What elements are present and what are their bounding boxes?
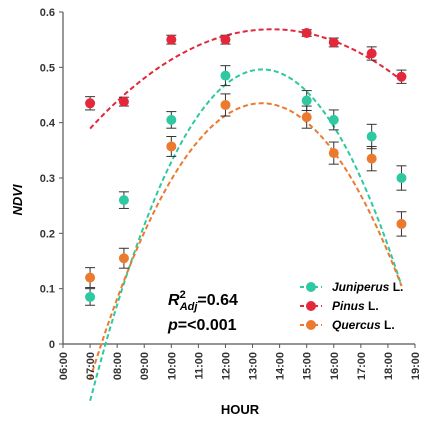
r2-subscript: Adj (179, 301, 199, 313)
x-tick-label: 09:00 (139, 352, 151, 380)
y-tick-label: 0.6 (40, 7, 55, 19)
legend-juniperus-marker (306, 282, 316, 292)
legend-quercus-genus: Quercus (332, 318, 381, 332)
y-tick-label: 0.5 (40, 62, 55, 74)
x-tick-label: 11:00 (193, 352, 205, 380)
data-points (85, 28, 407, 306)
x-tick-label: 18:00 (383, 352, 395, 380)
y-tick-label: 0.4 (40, 118, 56, 130)
r2-superscript: 2 (180, 289, 186, 301)
trend-curves (89, 28, 403, 402)
y-tick-label: 0.2 (40, 228, 55, 240)
legend-pinus-genus: Pinus (332, 299, 365, 313)
legend-quercus-label: Quercus L. (332, 318, 395, 332)
r2-symbol: R (168, 292, 180, 309)
pinus-data-point (366, 48, 377, 59)
juniperus-trend-line (89, 68, 403, 402)
p-value: =<0.001 (178, 317, 237, 334)
x-tick-label: 10:00 (166, 352, 178, 380)
juniperus-data-point (166, 114, 177, 125)
x-tick-label: 14:00 (275, 352, 287, 380)
x-tick-label: 07:00 (85, 352, 97, 380)
y-tick-label: 0.3 (40, 173, 55, 185)
x-tick-label: 16:00 (329, 352, 341, 380)
axes (59, 11, 416, 348)
legend-pinus-marker (306, 301, 316, 311)
quercus-data-point (396, 218, 407, 229)
x-tick-label: 12:00 (220, 352, 232, 380)
quercus-data-point (166, 141, 177, 152)
tick-labels: 0 0.1 0.2 0.3 0.4 0.5 0.6 06:00 07:00 08:00 09:00 1… (40, 7, 422, 380)
juniperus-data-point (301, 95, 312, 106)
pinus-data-point (118, 96, 129, 107)
pinus-trend-line (89, 28, 403, 130)
juniperus-data-point (366, 131, 377, 142)
juniperus-data-point (396, 173, 407, 183)
legend-quercus-marker (306, 320, 316, 330)
legend: Juniperus L.Pinus L.Quercus L. (300, 280, 403, 332)
pinus-data-point (328, 37, 339, 48)
quercus-data-point (85, 272, 96, 283)
y-tick-label: 0.1 (40, 284, 55, 296)
legend-pinus-suffix: L. (365, 299, 379, 313)
pinus-data-point (301, 28, 312, 39)
legend-pinus-label: Pinus L. (332, 299, 379, 313)
juniperus-data-point (118, 195, 129, 206)
legend-juniperus-genus: Juniperus (332, 280, 390, 294)
x-tick-label: 19:00 (410, 352, 422, 380)
pinus-data-point (396, 71, 407, 82)
quercus-data-point (220, 99, 231, 110)
pinus-data-point (220, 34, 231, 45)
legend-juniperus-label: Juniperus L. (332, 280, 403, 294)
juniperus-data-point (328, 114, 339, 125)
quercus-data-point (328, 148, 339, 159)
svg-text:p=<0.001: p=<0.001 (167, 317, 237, 334)
quercus-trend-line (89, 102, 403, 380)
juniperus-data-point (85, 291, 96, 302)
quercus-data-point (366, 153, 377, 164)
juniperus-data-point (220, 70, 231, 81)
pinus-data-point (85, 98, 96, 109)
x-tick-label: 15:00 (302, 352, 314, 380)
y-axis-label: NDVI (10, 184, 25, 215)
r2-value: =0.64 (197, 292, 238, 309)
x-tick-label: 06:00 (58, 352, 70, 380)
quercus-data-point (118, 253, 129, 264)
legend-quercus-suffix: L. (381, 318, 395, 332)
y-tick-label: 0 (49, 339, 55, 351)
x-tick-label: 17:00 (356, 352, 368, 380)
x-tick-label: 13:00 (248, 352, 260, 380)
legend-juniperus-suffix: L. (389, 280, 403, 294)
pinus-data-point (166, 34, 177, 45)
p-symbol: p (167, 317, 178, 334)
stats-annotation: R2 Adj=0.64 p=<0.001 (167, 289, 238, 334)
x-axis-label: HOUR (221, 402, 260, 417)
x-tick-label: 08:00 (112, 352, 124, 380)
quercus-data-point (301, 112, 312, 123)
